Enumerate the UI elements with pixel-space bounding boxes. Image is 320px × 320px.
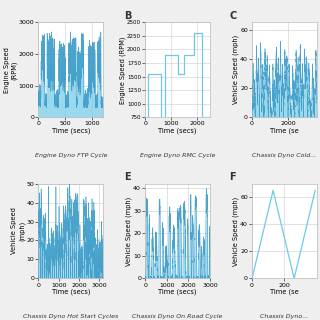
Text: B: B: [124, 11, 132, 20]
Y-axis label: Vehicle Speed (mph): Vehicle Speed (mph): [232, 196, 239, 266]
X-axis label: Time (secs): Time (secs): [158, 289, 197, 295]
Text: Chassis Dyno Hot Start Cycles: Chassis Dyno Hot Start Cycles: [23, 314, 118, 319]
X-axis label: Time (se: Time (se: [270, 289, 299, 295]
Y-axis label: Vehicle Speed (mph): Vehicle Speed (mph): [125, 196, 132, 266]
Text: Engine Dyno FTP Cycle: Engine Dyno FTP Cycle: [35, 153, 107, 158]
X-axis label: Time (secs): Time (secs): [52, 128, 90, 134]
Text: Chassis Dyno Cold...: Chassis Dyno Cold...: [252, 153, 316, 158]
Text: Chassis Dyno...: Chassis Dyno...: [260, 314, 308, 319]
X-axis label: Time (secs): Time (secs): [52, 289, 90, 295]
Y-axis label: Engine Speed
(RPM): Engine Speed (RPM): [4, 47, 17, 93]
Y-axis label: Vehicle Speed (mph): Vehicle Speed (mph): [232, 35, 239, 104]
X-axis label: Time (se: Time (se: [270, 128, 299, 134]
Text: Engine Dyno RMC Cycle: Engine Dyno RMC Cycle: [140, 153, 215, 158]
Text: F: F: [229, 172, 236, 182]
Text: C: C: [229, 11, 237, 20]
Y-axis label: Vehicle Speed
(mph): Vehicle Speed (mph): [12, 208, 25, 254]
Y-axis label: Engine Speed (RPM): Engine Speed (RPM): [119, 36, 126, 104]
X-axis label: Time (secs): Time (secs): [158, 128, 197, 134]
Text: Chassis Dyno On Road Cycle: Chassis Dyno On Road Cycle: [132, 314, 223, 319]
Text: E: E: [124, 172, 131, 182]
